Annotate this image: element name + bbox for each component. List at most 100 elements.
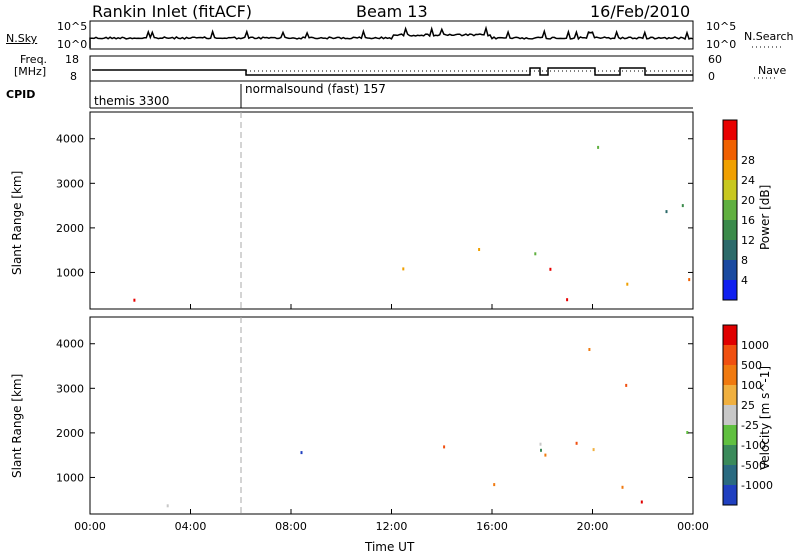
nsky-tick-top: 10^5 bbox=[57, 20, 88, 33]
xtick-label: 20:00 bbox=[577, 520, 609, 533]
colorbar-tick-label: -25 bbox=[741, 419, 759, 432]
freq-trace bbox=[92, 67, 693, 76]
nave-tick-top: 60 bbox=[708, 53, 722, 66]
freq-tick-top: 18 bbox=[65, 53, 79, 66]
axis-ticks: 1000 2000 3000 4000 1000 2000 3000 4000 00:00 04:… bbox=[56, 133, 709, 533]
ytick-label: 2000 bbox=[56, 222, 84, 235]
colorbar-tick-label: 8 bbox=[741, 254, 748, 267]
freq-unit-label: [MHz] bbox=[14, 65, 47, 78]
colorbar-tick-label: -1000 bbox=[741, 479, 773, 492]
nave-label: Nave bbox=[758, 64, 787, 77]
date-label: 16/Feb/2010 bbox=[590, 2, 691, 21]
power-colorbar-label: Power [dB] bbox=[758, 184, 772, 250]
xtick-label: 08:00 bbox=[275, 520, 307, 533]
colorbar-swatch bbox=[723, 325, 737, 345]
ytick-label: 4000 bbox=[56, 133, 84, 146]
colorbar-swatch bbox=[723, 465, 737, 485]
colorbar-tick-label: -500 bbox=[741, 459, 766, 472]
colorbar-swatch bbox=[723, 240, 737, 260]
nsky-tick-bottom: 10^0 bbox=[57, 38, 88, 51]
data-cell bbox=[544, 453, 547, 457]
colorbar-frame bbox=[722, 324, 738, 506]
data-cell bbox=[597, 145, 600, 149]
nsearch-tick-bottom: 10^0 bbox=[706, 38, 737, 51]
freq-label: Freq. bbox=[20, 53, 48, 66]
cpid-segment-2: normalsound (fast) 157 bbox=[245, 82, 386, 96]
power-panel-frame bbox=[89, 111, 694, 310]
nsky-panel-frame bbox=[89, 20, 694, 50]
colorbar-swatch bbox=[723, 220, 737, 240]
data-cell bbox=[133, 298, 136, 302]
power-heatmap bbox=[133, 145, 691, 302]
colorbar-tick-label: 500 bbox=[741, 359, 762, 372]
nsky-trace bbox=[89, 25, 694, 48]
xtick-label: 04:00 bbox=[175, 520, 207, 533]
colorbar-swatch bbox=[723, 425, 737, 445]
nsearch-tick-top: 10^5 bbox=[706, 20, 737, 33]
xtick-label: 16:00 bbox=[476, 520, 508, 533]
colorbar-tick-label: 24 bbox=[741, 174, 755, 187]
colorbar-swatch bbox=[723, 180, 737, 200]
velocity-colorbar-label: Velocity [m s^-1] bbox=[758, 365, 772, 470]
data-cell bbox=[402, 267, 405, 271]
colorbar-tick-label: 20 bbox=[741, 194, 755, 207]
colorbar-swatch bbox=[723, 280, 737, 300]
data-cell bbox=[621, 485, 624, 489]
data-cell bbox=[539, 442, 542, 446]
colorbar-tick-label: 100 bbox=[741, 379, 762, 392]
colorbar-swatch bbox=[723, 160, 737, 180]
colorbar-swatch bbox=[723, 120, 737, 140]
colorbar-swatch bbox=[723, 485, 737, 505]
colorbar-swatch bbox=[723, 345, 737, 365]
colorbar-swatch bbox=[723, 200, 737, 220]
data-cell bbox=[549, 267, 552, 271]
data-cell bbox=[166, 504, 169, 508]
colorbar-tick-label: 28 bbox=[741, 154, 755, 167]
ytick-label: 1000 bbox=[56, 266, 84, 279]
xtick-label: 00:00 bbox=[74, 520, 106, 533]
data-cell bbox=[300, 451, 303, 455]
colorbar-tick-label: 4 bbox=[741, 274, 748, 287]
colorbar-swatch bbox=[723, 365, 737, 385]
colorbar-swatch bbox=[723, 140, 737, 160]
colorbar-swatch bbox=[723, 405, 737, 425]
cpid-segment-1: themis 3300 bbox=[94, 94, 170, 108]
freq-panel-frame bbox=[89, 55, 694, 82]
time-xlabel: Time UT bbox=[365, 540, 415, 554]
data-cell bbox=[686, 431, 689, 434]
ytick-label: 2000 bbox=[56, 427, 84, 440]
cpid-label: CPID bbox=[6, 88, 36, 101]
velocity-panel-frame bbox=[89, 316, 694, 515]
data-cell bbox=[640, 500, 643, 504]
data-cell bbox=[665, 210, 668, 214]
velocity-ylabel: Slant Range [km] bbox=[10, 373, 24, 478]
colorbar-swatch bbox=[723, 385, 737, 405]
data-cell bbox=[575, 441, 578, 445]
data-cell bbox=[540, 448, 542, 452]
nsearch-label: N.Search bbox=[744, 30, 794, 43]
colorbar-tick-label: 12 bbox=[741, 234, 755, 247]
power-ylabel: Slant Range [km] bbox=[10, 170, 24, 275]
velocity-heatmap bbox=[166, 348, 689, 508]
beam-label: Beam 13 bbox=[356, 2, 428, 21]
ytick-label: 4000 bbox=[56, 338, 84, 351]
data-cell bbox=[592, 448, 595, 452]
data-cell bbox=[443, 445, 446, 449]
ytick-label: 1000 bbox=[56, 471, 84, 484]
colorbars: 4 8 12 16 20 24 28 1000 500 100 25 -25 -100 -500 -1000 bbox=[722, 119, 773, 506]
data-cell bbox=[681, 204, 684, 208]
data-cell bbox=[588, 348, 591, 351]
freq-tick-bottom: 8 bbox=[70, 70, 77, 83]
colorbar-tick-label: 1000 bbox=[741, 339, 769, 352]
data-cell bbox=[626, 282, 629, 286]
colorbar-tick-label: 25 bbox=[741, 399, 755, 412]
ytick-label: 3000 bbox=[56, 382, 84, 395]
data-cell bbox=[478, 248, 481, 251]
xtick-label: 12:00 bbox=[376, 520, 408, 533]
colorbar-frame bbox=[722, 119, 738, 301]
data-cell bbox=[493, 483, 496, 487]
ytick-label: 3000 bbox=[56, 177, 84, 190]
data-cell bbox=[534, 252, 537, 256]
colorbar-swatch bbox=[723, 445, 737, 465]
